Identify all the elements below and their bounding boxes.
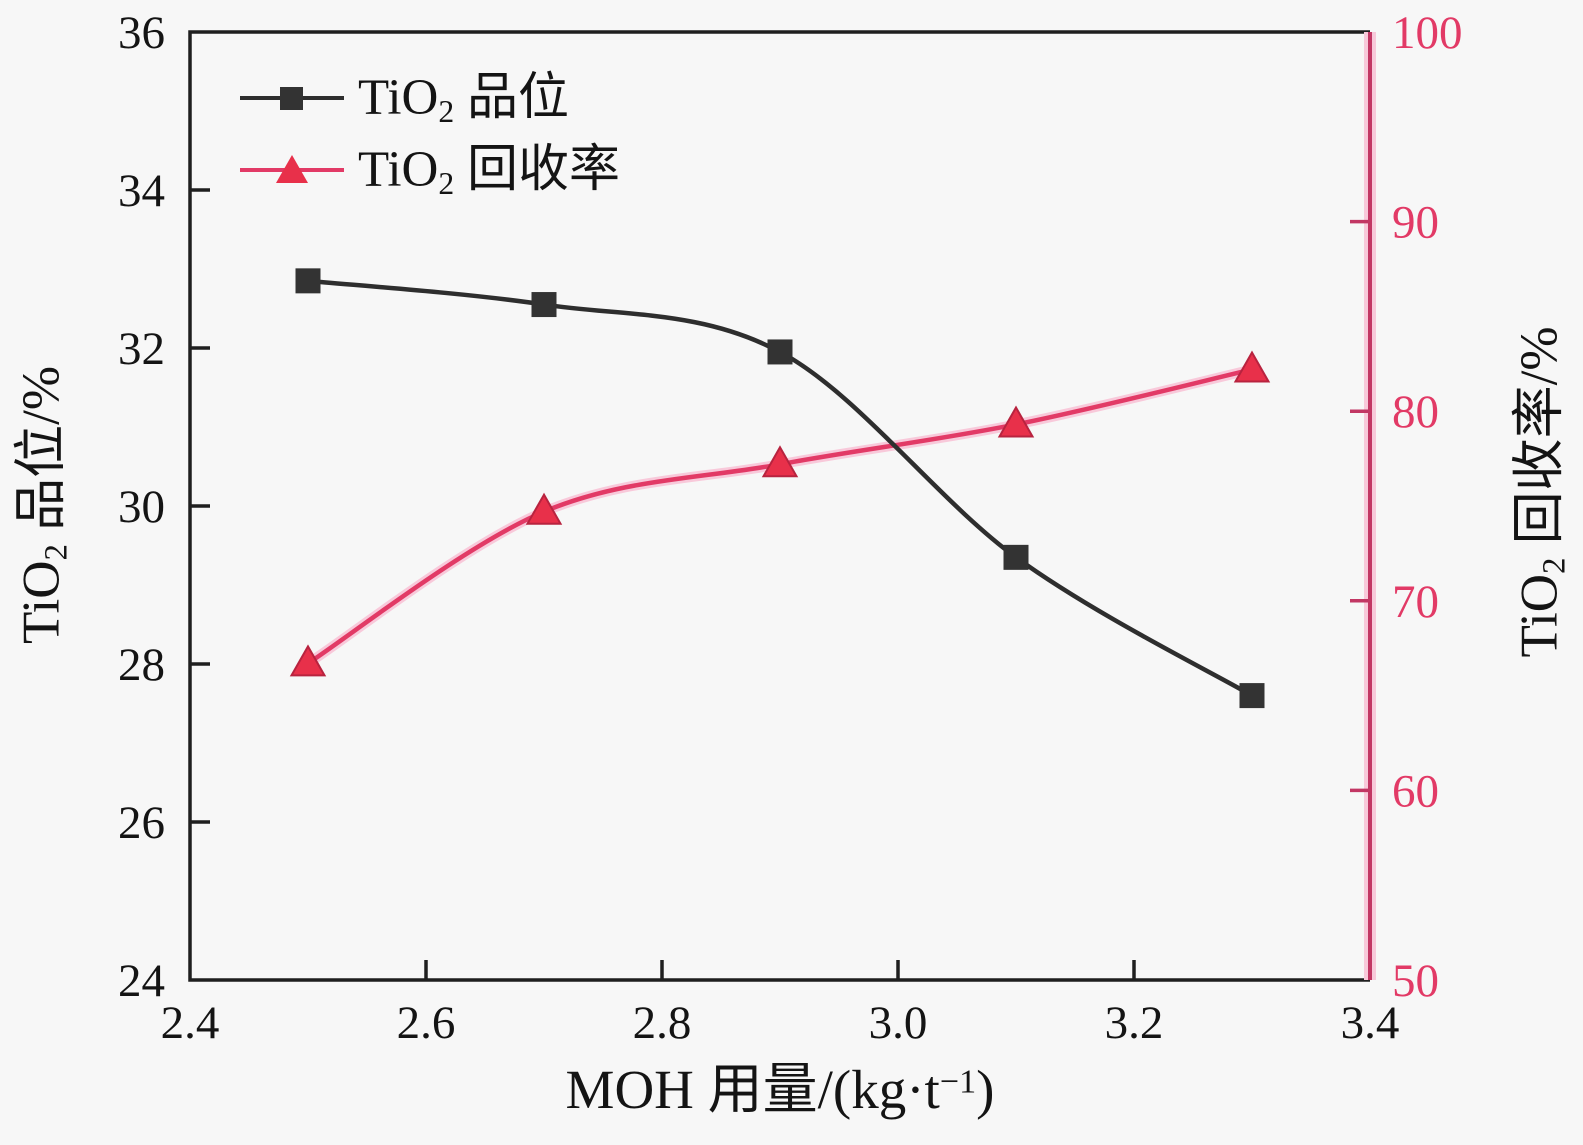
grade-point-marker xyxy=(767,339,793,365)
recovery-point-marker xyxy=(289,644,327,677)
legend-recovery-rest: 回收率 xyxy=(454,141,620,198)
y-left-tick-label: 24 xyxy=(118,955,165,1007)
legend-grade-text: TiO xyxy=(358,69,439,126)
legend-triangle-marker-icon xyxy=(276,155,308,183)
legend-label-grade: TiO2 品位 xyxy=(358,69,569,127)
legend-grade-swatch xyxy=(240,82,344,114)
y-left-title-rest: 品位/% xyxy=(12,365,71,545)
x-title-sup: −1 xyxy=(939,1063,977,1101)
y-right-ticks: 50 60 70 80 90 100 xyxy=(1350,7,1463,1007)
y-right-tick-label: 50 xyxy=(1392,955,1439,1007)
y-right-tick-label: 90 xyxy=(1392,197,1439,249)
legend-square-marker-icon xyxy=(280,87,303,110)
y-left-tick-label: 26 xyxy=(118,797,165,849)
y-right-title-sub: 2 xyxy=(1536,557,1573,575)
y-left-title-text: TiO xyxy=(12,560,71,645)
x-tick-label: 2.4 xyxy=(161,997,220,1049)
legend-grade-rest: 品位 xyxy=(454,69,569,126)
grade-point-marker xyxy=(295,268,321,294)
recovery-point-marker xyxy=(525,492,563,525)
y-left-axis-title: TiO2 品位/% xyxy=(12,365,75,645)
x-tick-label: 3.2 xyxy=(1105,997,1164,1049)
legend-item-recovery: TiO2 回收率 xyxy=(240,134,620,206)
y-right-title-rest: 回收率/% xyxy=(1510,326,1569,558)
grade-markers xyxy=(295,268,1265,709)
legend-recovery-swatch xyxy=(240,154,344,186)
x-tick-label: 3.0 xyxy=(869,997,928,1049)
y-right-tick-label: 70 xyxy=(1392,576,1439,628)
y-left-tick-label: 30 xyxy=(118,481,165,533)
legend-recovery-text: TiO xyxy=(358,141,439,198)
y-right-tick-label: 80 xyxy=(1392,386,1439,438)
y-left-ticks: 24 26 28 30 32 34 36 xyxy=(118,7,210,1007)
y-left-tick-label: 28 xyxy=(118,639,165,691)
x-tick-label: 2.6 xyxy=(397,997,456,1049)
y-right-tick-label: 100 xyxy=(1392,7,1463,59)
legend-label-recovery: TiO2 回收率 xyxy=(358,141,620,199)
x-tick-label: 2.8 xyxy=(633,997,692,1049)
x-title-text: MOH 用量/(kg·t xyxy=(565,1059,940,1120)
y-left-tick-label: 32 xyxy=(118,323,165,375)
y-left-title-sub: 2 xyxy=(38,544,75,561)
y-left-tick-label: 36 xyxy=(118,7,165,59)
recovery-point-marker xyxy=(1233,350,1271,383)
legend-recovery-sub: 2 xyxy=(438,165,455,201)
legend: TiO2 品位 TiO2 回收率 xyxy=(240,62,620,206)
x-tick-label: 3.4 xyxy=(1341,997,1400,1049)
x-axis-title: MOH 用量/(kg·t−1) xyxy=(190,1062,1370,1117)
y-right-axis-title: TiO2 回收率/% xyxy=(1510,326,1573,658)
grade-point-marker xyxy=(531,292,557,318)
y-right-tick-label: 60 xyxy=(1392,765,1439,817)
grade-point-marker xyxy=(1003,544,1029,570)
recovery-point-marker xyxy=(997,405,1035,438)
recovery-markers xyxy=(289,350,1271,677)
legend-grade-sub: 2 xyxy=(438,93,455,129)
grade-point-marker xyxy=(1239,683,1265,709)
x-title-suffix: ) xyxy=(976,1059,995,1120)
y-left-tick-label: 34 xyxy=(118,165,165,217)
recovery-point-marker xyxy=(761,445,799,478)
y-right-title-text: TiO xyxy=(1510,574,1569,658)
legend-item-grade: TiO2 品位 xyxy=(240,62,620,134)
x-ticks: 2.4 2.6 2.8 3.0 3.2 3.4 xyxy=(161,960,1400,1049)
